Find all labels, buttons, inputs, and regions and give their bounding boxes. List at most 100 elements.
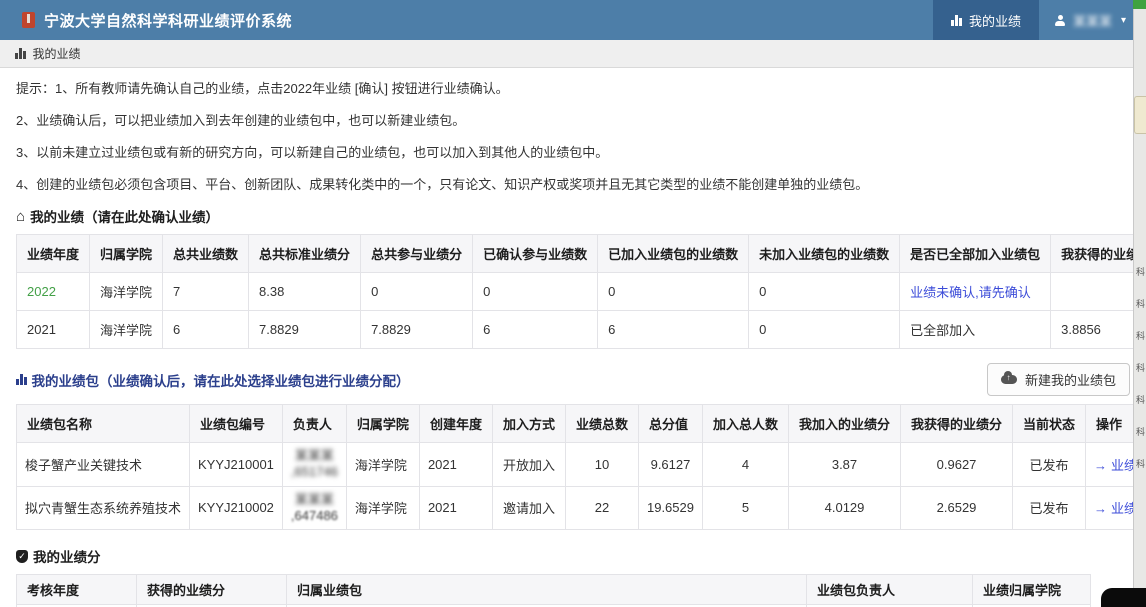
table-cell: 7.8829 (360, 310, 474, 349)
section-my-performance-title: ⌂ 我的业绩（请在此处确认业绩） (16, 206, 1130, 226)
column-header: 我获得的业绩分 (1050, 234, 1146, 273)
column-header: 加入总人数 (701, 404, 790, 443)
background-window-green-fragment (1133, 0, 1146, 9)
table-cell: 0 (748, 310, 901, 349)
column-header: 归属学院 (89, 234, 164, 273)
column-header: 我获得的业绩分 (900, 404, 1014, 443)
table-cell: 19.6529 (637, 485, 703, 530)
column-header: 已确认参与业绩数 (472, 234, 599, 273)
column-header: 负责人 (281, 404, 347, 443)
new-package-button[interactable]: 新建我的业绩包 (986, 363, 1130, 396)
scores-table: 考核年度获得的业绩分归属业绩包业绩包负责人业绩归属学院20210.9627梭子蟹… (16, 574, 1091, 607)
column-header: 当前状态 (1012, 404, 1087, 443)
nav-my-performance[interactable]: 我的业绩 (933, 0, 1039, 40)
table-cell: 0.9627 (900, 442, 1014, 487)
table-cell: 已发布 (1012, 485, 1087, 530)
table-cell: 3.87 (787, 442, 902, 487)
table-cell: 3.8856 (1050, 310, 1146, 349)
table-cell: 8.38 (248, 272, 362, 311)
home-icon: ⌂ (16, 207, 26, 225)
table-cell (1050, 272, 1146, 311)
redacted-text: ,651746 (290, 464, 338, 480)
table-cell: 22 (564, 485, 639, 530)
redacted-text: 某某某 (294, 491, 334, 507)
table-cell: 9.6127 (637, 442, 703, 487)
tips-block: 提示：1、所有教师请先确认自己的业绩，点击2022年业绩 [确认] 按钮进行业绩… (16, 78, 1130, 193)
table-cell: 5 (701, 485, 790, 530)
user-menu[interactable]: 某某某 ▾ (1039, 0, 1146, 40)
table-cell: 6 (597, 310, 750, 349)
background-window-text-fragment: 科 (1135, 427, 1145, 437)
cloud-upload-icon (1000, 371, 1017, 384)
table-row: 拟穴青蟹生态系统养殖技术 KYYJ210002 某某某 ,647486 海洋学院 2021… (15, 485, 1146, 530)
table-cell: 梭子蟹产业关键技术 (15, 442, 191, 487)
column-header: 我加入的业绩分 (787, 404, 902, 443)
table-cell: 海洋学院 (345, 485, 420, 530)
column-header: 业绩包名称 (15, 404, 191, 443)
user-name-redacted: 某某某 (1072, 13, 1112, 29)
table-cell: 10 (564, 442, 639, 487)
table-cell: 4.0129 (787, 485, 902, 530)
column-header: 业绩包编号 (189, 404, 283, 443)
column-header: 业绩年度 (15, 234, 91, 273)
leader-redacted: 某某某 ,647486 (281, 485, 347, 530)
table-cell: 海洋学院 (89, 310, 164, 349)
section-my-scores-title: ✓ 我的业绩分 (16, 546, 1130, 566)
table-cell: 2021 (15, 310, 91, 349)
column-header: 总共业绩数 (162, 234, 250, 273)
background-window-text-fragment: 科 (1135, 459, 1145, 469)
bar-chart-icon (16, 374, 27, 385)
table-cell: 海洋学院 (89, 272, 164, 311)
table-cell: 2.6529 (900, 485, 1014, 530)
redacted-text: 某某某 (294, 448, 334, 463)
table-row: 梭子蟹产业关键技术 KYYJ210001 某某某 ,651746 海洋学院 2021 开放加… (15, 442, 1146, 487)
column-header: 总分值 (637, 404, 703, 443)
column-header: 归属业绩包 (286, 574, 807, 605)
background-window-text-fragment: 科 (1135, 395, 1145, 405)
table-cell: 海洋学院 (972, 604, 1091, 607)
column-header: 归属学院 (345, 404, 420, 443)
column-header: 是否已全部加入业绩包 (899, 234, 1052, 273)
column-header: 已加入业绩包的业绩数 (597, 234, 750, 273)
not-confirmed-link[interactable]: 业绩未确认,请先确认 (899, 272, 1052, 311)
top-bar: 宁波大学自然科学科研业绩评价系统 我的业绩 某某某 ▾ (0, 0, 1146, 40)
table-cell: 0 (597, 272, 750, 311)
column-header: 考核年度 (16, 574, 137, 605)
column-header: 总共参与业绩分 (360, 234, 474, 273)
table-cell: 海洋学院 (345, 442, 420, 487)
chevron-down-icon: ▾ (1120, 14, 1126, 26)
tip-text: 提示：1、所有教师请先确认自己的业绩，点击2022年业绩 [确认] 按钮进行业绩… (16, 81, 509, 96)
column-header: 获得的业绩分 (136, 574, 287, 605)
tip-text: 2、业绩确认后，可以把业绩加入到去年创建的业绩包中，也可以新建业绩包。 (16, 113, 466, 128)
table-cell: 2021 (418, 485, 493, 530)
background-window-text-fragment: 科 (1135, 299, 1145, 309)
column-header: 总共标准业绩分 (248, 234, 362, 273)
background-window-text-fragment: 科 (1135, 267, 1145, 277)
cursor-corner-shape (1101, 588, 1146, 607)
background-window-text-fragment: 科 (1135, 363, 1145, 373)
background-window-text-fragment: 科 (1135, 331, 1145, 341)
column-header: 业绩总数 (564, 404, 639, 443)
column-header: 未加入业绩包的业绩数 (748, 234, 901, 273)
table-cell: KYYJ210001 (189, 442, 283, 487)
section-my-packages-title: 我的业绩包（业绩确认后，请在此处选择业绩包进行业绩分配） (16, 370, 410, 390)
arrow-right-icon: → (1094, 457, 1108, 473)
section-title-text: 我的业绩（请在此处确认业绩） (30, 210, 220, 225)
bar-chart-icon (15, 48, 26, 59)
app-title: 宁波大学自然科学科研业绩评价系统 (44, 12, 293, 30)
packages-table: 业绩包名称 业绩包编号 负责人 归属学院 创建年度 加入方式 业绩总数 总分值 加入总人数 我加入… (15, 404, 1146, 530)
table-cell: 7.8829 (248, 310, 362, 349)
table-cell: KYYJ210002 (189, 485, 283, 530)
arrow-right-icon: → (1094, 501, 1108, 517)
breadcrumb-label: 我的业绩 (32, 47, 81, 61)
table-cell: 6 (162, 310, 250, 349)
user-icon (1055, 14, 1066, 26)
table-cell: 7 (162, 272, 250, 311)
redacted-text: ,647486 (290, 507, 338, 523)
background-window-sliver: 科科科科科科科 (1133, 0, 1146, 607)
table-cell: 已发布 (1012, 442, 1087, 487)
bar-chart-icon (951, 14, 962, 26)
leader-redacted: 某某某 ,651746 (281, 442, 347, 487)
breadcrumb: 我的业绩 (0, 40, 1146, 68)
table-cell: 4 (701, 442, 790, 487)
